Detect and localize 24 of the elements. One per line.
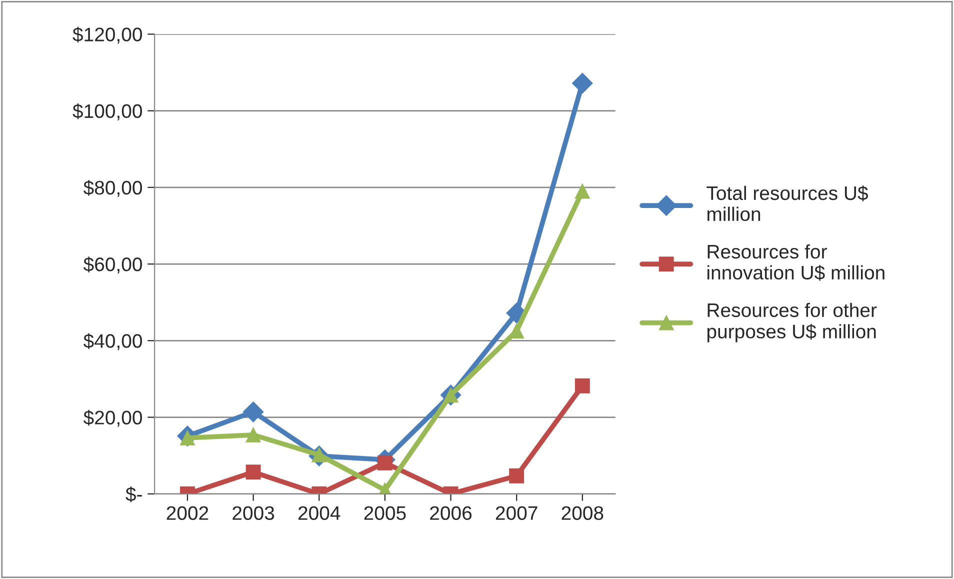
legend-label: Resources for other purposes U$ million (707, 302, 877, 342)
x-tick-label: 2008 (562, 506, 604, 520)
y-tick-label: $- (126, 486, 142, 502)
point (572, 72, 593, 94)
y-tick-label: $20,00 (83, 410, 142, 427)
point (242, 402, 264, 422)
legend-label: Resources for innovation U$ million (708, 244, 884, 281)
x-tick-label: 2005 (364, 506, 406, 520)
y-tick-label: $100,00 (72, 103, 142, 120)
point (509, 468, 524, 484)
y-tick-label: $40,00 (83, 333, 142, 350)
x-tick-label: 2006 (430, 506, 472, 520)
point (246, 464, 261, 480)
x-tick-label: 2007 (496, 506, 538, 520)
y-tick-label: $60,00 (83, 256, 142, 274)
x-tick-label: 2002 (166, 506, 208, 520)
y-tick-label: $80,00 (83, 180, 142, 197)
point (574, 184, 590, 199)
point (574, 378, 590, 394)
x-tick-label: 2004 (298, 506, 340, 520)
y-tick-label: $120,00 (72, 26, 142, 44)
x-tick-label: 2003 (232, 506, 274, 520)
point (246, 427, 261, 442)
legend-label: Total resources U$ million (706, 185, 868, 222)
